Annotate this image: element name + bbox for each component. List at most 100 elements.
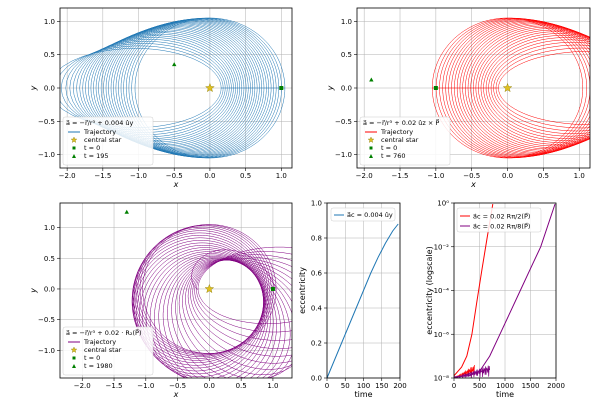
panel-trajectory-cross: −2.0 −1.5 −1.0 −0.5 0.0 0.5 1.0 −1.0 −0.5 0.0 0.5 1… [326, 7, 591, 189]
legend-label: a⃗c = 0.02 Rπ/2(P⃗) [472, 212, 530, 220]
series-noise [454, 365, 491, 378]
y-axis-label: y [29, 288, 38, 294]
x-tick-label: −0.5 [169, 382, 186, 390]
y-axis-label: eccentricity [298, 267, 307, 314]
legend-title: a⃗ = −r⃗/r³ + 0.004 ûy [65, 119, 133, 127]
legend-swatch-start [369, 146, 373, 150]
start-marker [433, 86, 438, 90]
x-tick-label: −2.0 [356, 172, 373, 180]
x-tick-label: −1.0 [427, 172, 444, 180]
y-tick-label: −0.5 [335, 118, 352, 126]
y-tick-label: −0.5 [38, 316, 55, 324]
x-tick-label: 50 [341, 382, 350, 390]
end-marker [124, 209, 129, 214]
x-tick-label: 0.5 [236, 382, 247, 390]
x-tick-label: −1.0 [137, 382, 154, 390]
legend-label: a⃗c = 0.004 ûy [346, 211, 392, 219]
y-tick-label: 0.5 [44, 255, 55, 263]
legend-swatch-start [72, 146, 76, 150]
plot-frame [326, 202, 401, 379]
x-tick-label: −1.5 [94, 172, 111, 180]
x-axis-label: x [470, 180, 476, 189]
legend-box [62, 116, 154, 166]
y-tick-label: −1.0 [335, 151, 352, 159]
y-tick-label: −1.0 [38, 347, 55, 355]
legend-swatch-end [72, 364, 76, 368]
y-tick-label: 0.5 [341, 51, 352, 59]
y-tick-label: 0.0 [311, 375, 322, 383]
x-tick-label: 0 [452, 382, 456, 390]
central-star-marker [502, 82, 513, 93]
x-tick-label: 1.0 [267, 382, 278, 390]
y-tick-label: −1.0 [38, 151, 55, 159]
x-tick-label: 100 [357, 382, 370, 390]
x-tick-label: 0.0 [204, 382, 215, 390]
plot-frame [59, 202, 293, 379]
x-tick-label: −0.5 [463, 172, 480, 180]
legend-swatch-star [70, 346, 78, 353]
series-line [326, 223, 399, 379]
x-tick-label: −2.0 [59, 172, 76, 180]
start-marker [279, 86, 284, 90]
legend-label: central star [84, 346, 122, 354]
y-tick-label: −0.5 [38, 118, 55, 126]
y-axis-label: eccentricity (logscale) [425, 246, 434, 334]
x-tick-label: 0.0 [502, 172, 513, 180]
legend-label: t = 0 [381, 144, 397, 152]
y-tick-label: 10⁻⁴ [434, 287, 450, 295]
legend-title: a⃗ = −r⃗/r³ + 0.02 ûz × P⃗ [362, 119, 439, 127]
panel-trajectory-rotation: −2.0 −1.5 −1.0 −0.5 0.0 0.5 1.0 −1.0 −0.5 0.0 0.5 1… [29, 202, 293, 399]
x-axis-label: x [173, 390, 179, 399]
legend-label: a⃗c = 0.02 Rπ/8(P⃗) [472, 222, 530, 230]
x-axis-label: time [496, 390, 514, 399]
y-tick-label: 0.0 [341, 85, 352, 93]
legend-label: central star [381, 136, 419, 144]
legend-box [330, 207, 396, 222]
y-tick-label: 10⁻⁸ [434, 375, 450, 383]
x-tick-label: 1500 [522, 382, 540, 390]
end-marker [172, 62, 177, 67]
x-tick-label: 2000 [547, 382, 565, 390]
plot-frame [59, 7, 293, 169]
legend-box [359, 116, 451, 166]
central-star-marker [205, 82, 215, 93]
legend-swatch-end [369, 154, 373, 158]
y-tick-label: 0.8 [311, 235, 322, 243]
legend-swatch-end [72, 154, 76, 158]
legend-label: Trajectory [380, 128, 413, 136]
panel-eccentricity-linear: 0 50 100 150 200 0.0 0.2 0.4 0.6 0.8 1.0 time eccent… [298, 200, 407, 400]
legend-swatch-star [367, 136, 375, 143]
x-tick-label: 0 [325, 382, 329, 390]
plot-frame [453, 202, 557, 379]
end-marker [369, 77, 374, 82]
x-tick-label: −1.5 [106, 382, 123, 390]
central-star-marker [204, 283, 215, 294]
y-tick-label: 1.0 [44, 18, 55, 26]
y-tick-label: 0.2 [311, 340, 322, 348]
x-tick-label: −2.0 [74, 382, 91, 390]
x-tick-label: 200 [393, 382, 406, 390]
x-tick-label: 1000 [496, 382, 514, 390]
x-tick-label: 0.0 [204, 172, 215, 180]
legend-label: t = 195 [84, 152, 109, 160]
y-tick-label: 10⁰ [437, 200, 449, 208]
x-tick-label: 0.5 [240, 172, 251, 180]
x-tick-label: 1.0 [276, 172, 287, 180]
x-axis-label: x [173, 180, 179, 189]
y-tick-label: 0.0 [44, 285, 55, 293]
trajectory-line [60, 17, 286, 159]
y-tick-label: 0.4 [311, 305, 323, 313]
legend-label: Trajectory [83, 338, 116, 346]
y-tick-label: 1.0 [341, 18, 352, 26]
legend-label: t = 1980 [84, 362, 113, 370]
x-tick-label: 0.5 [538, 172, 549, 180]
x-tick-label: −1.0 [130, 172, 147, 180]
x-tick-label: 500 [473, 382, 486, 390]
start-marker [270, 286, 275, 291]
series-line [454, 204, 494, 377]
legend-label: t = 0 [84, 354, 100, 362]
x-axis-label: time [354, 390, 372, 399]
x-tick-label: −0.5 [166, 172, 183, 180]
trajectory-line [432, 17, 590, 159]
